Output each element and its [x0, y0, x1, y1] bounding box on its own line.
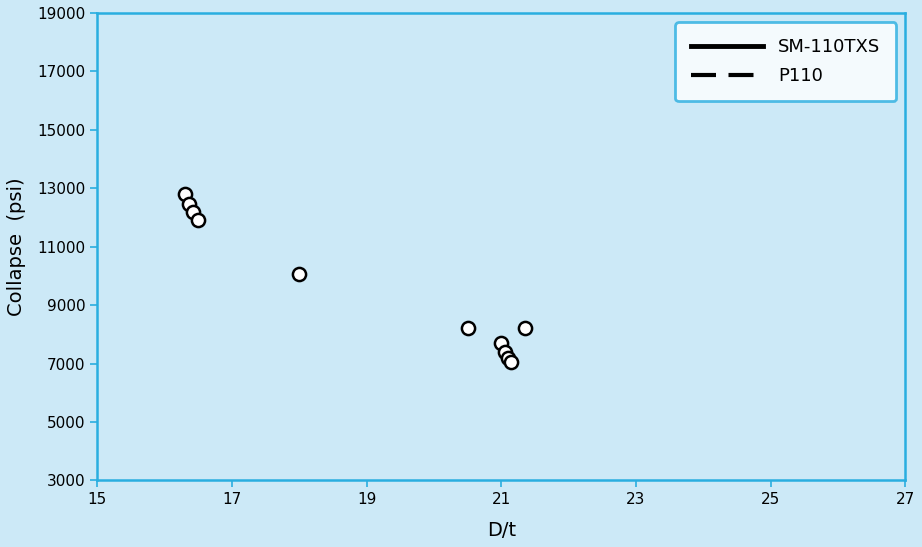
- Point: [191, 216, 206, 225]
- Legend: SM-110TXS, P110: SM-110TXS, P110: [675, 22, 896, 101]
- Point: [292, 270, 307, 279]
- P110: [91, 532, 102, 539]
- Point: [497, 347, 512, 356]
- X-axis label: D/t: D/t: [487, 521, 515, 540]
- Point: [501, 353, 515, 362]
- Point: [504, 358, 519, 366]
- Y-axis label: Collapse  (psi): Collapse (psi): [7, 177, 26, 316]
- Point: [517, 324, 532, 333]
- P110: [179, 539, 190, 546]
- Line: P110: P110: [97, 536, 824, 547]
- Line: SM-110TXS: SM-110TXS: [97, 525, 905, 547]
- Point: [182, 200, 196, 208]
- SM-110TXS: [91, 522, 102, 528]
- Point: [186, 207, 201, 216]
- Point: [460, 324, 475, 333]
- Point: [494, 339, 509, 347]
- Point: [177, 190, 192, 199]
